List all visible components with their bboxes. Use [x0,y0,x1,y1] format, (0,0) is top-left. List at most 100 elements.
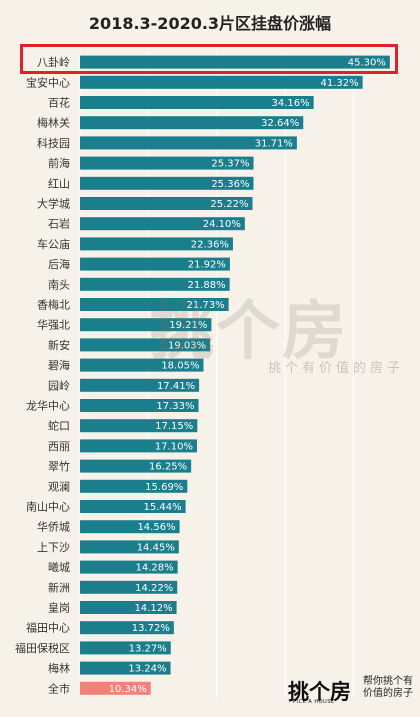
bar [80,96,314,109]
category-label: 后海 [48,257,70,271]
data-label: 14.45% [137,542,175,553]
category-label: 南山中心 [26,501,70,514]
bar [80,338,211,352]
data-label: 25.36% [211,179,249,190]
category-label: 科技园 [37,136,70,150]
data-label: 31.71% [255,138,293,149]
bar [80,459,192,473]
category-label: 西丽 [48,440,70,453]
data-label: 24.10% [203,219,241,230]
data-label: 14.22% [135,583,173,594]
bar [80,520,180,534]
bar [80,621,174,635]
category-label: 蛇口 [48,419,70,433]
category-label: 南头 [48,278,70,291]
bar [80,176,254,190]
category-label: 福田中心 [26,621,70,635]
watermark-slogan: 挑个有价值的房子 [268,361,405,376]
data-label: 14.12% [134,603,172,614]
category-label: 车公庙 [37,237,70,251]
category-label: 新安 [48,338,70,352]
data-label: 15.69% [145,482,183,493]
bar [80,298,229,311]
category-label: 梅林关 [37,116,70,130]
data-label: 14.28% [136,563,174,574]
category-label: 翠竹 [48,459,70,473]
data-label: 22.36% [191,239,229,250]
bar [80,378,200,392]
bar [80,136,297,150]
data-label: 32.64% [261,118,299,129]
bar [80,560,178,574]
bar [80,237,233,251]
data-label: 45.30% [348,58,386,69]
bar [80,55,390,69]
bar [80,399,199,412]
bar [80,318,212,332]
category-label: 碧海 [48,358,70,372]
bar [80,681,151,695]
data-label: 17.41% [157,381,195,392]
data-label: 10.34% [109,684,147,695]
bar [80,601,177,614]
brand-slogan: 帮你挑个有价值的房子 [363,676,413,699]
data-label: 17.10% [155,441,193,452]
category-label: 上下沙 [37,541,70,554]
data-label: 21.92% [188,260,226,271]
bar [80,197,253,210]
category-label: 华侨城 [37,520,70,534]
category-label: 红山 [48,177,70,190]
category-label: 大学城 [37,197,70,211]
category-label: 香梅北 [37,298,70,312]
category-label: 龙华中心 [26,399,70,413]
data-label: 17.15% [155,421,193,432]
bar [80,116,304,130]
watermark-logo: 挑个房 [150,295,348,369]
category-label: 前海 [48,156,70,170]
data-label: 21.73% [186,300,224,311]
data-label: 14.56% [137,522,175,533]
bar [80,75,363,89]
bar [80,540,179,554]
category-label: 皇岗 [48,601,70,615]
bars: 45.30% 41.32% 34.16% 32.64% 31.71% 25.37% 25.3… [80,55,390,695]
brand-logo: 挑个房 [288,680,351,704]
data-label: 18.05% [161,361,199,372]
bar [80,500,186,513]
category-label: 宝安中心 [26,75,70,89]
data-label: 19.21% [169,320,207,331]
brand-logo-subtitle: PICK A HOUSE [293,699,335,705]
bar [80,641,171,655]
category-label: 八卦岭 [37,55,70,69]
data-label: 16.25% [149,462,187,473]
data-label: 25.22% [210,199,248,210]
category-label: 新洲 [48,580,70,594]
data-label: 25.37% [211,159,249,170]
bar [80,156,254,170]
data-label: 13.24% [128,664,166,675]
bar [80,419,198,433]
data-label: 17.33% [156,401,194,412]
category-label: 曦城 [48,560,70,574]
data-label: 21.88% [188,280,226,291]
category-label: 福田保税区 [15,641,70,655]
category-labels: 八卦岭宝安中心百花梅林关科技园前海红山大学城石岩车公庙后海南头香梅北华强北新安碧… [15,55,70,695]
category-label: 观澜 [48,479,70,493]
chart-title: 2018.3-2020.3片区挂盘价涨幅 [88,14,332,33]
highlight-box [20,44,398,74]
category-label: 全市 [48,681,70,695]
category-label: 石岩 [48,217,70,231]
bar [80,358,204,372]
category-label: 华强北 [37,318,70,332]
bar [80,277,230,291]
bar [80,217,245,231]
bar [80,661,171,675]
data-label: 41.32% [320,78,358,89]
data-label: 15.44% [143,502,181,513]
bar [80,257,230,271]
data-label: 13.72% [132,623,170,634]
category-label: 园岭 [48,378,70,392]
data-label: 19.03% [168,340,206,351]
category-label: 百花 [48,97,70,110]
